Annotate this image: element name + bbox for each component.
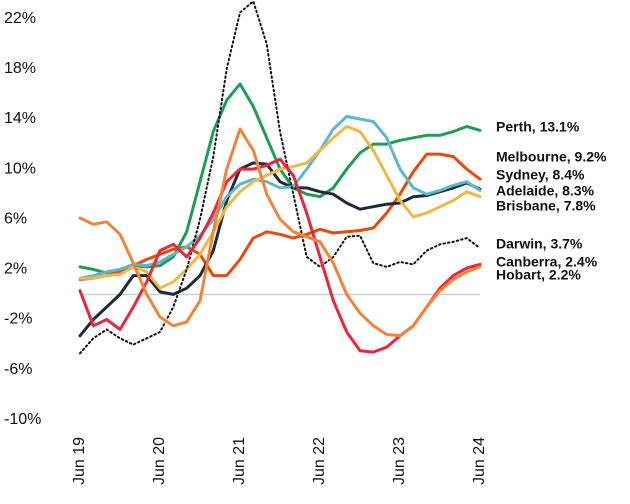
series-line [79, 0, 481, 355]
y-tick-label: -6% [4, 361, 32, 378]
x-tick-label: Jun 23 [391, 437, 408, 485]
x-tick-label: Jun 20 [151, 437, 168, 485]
series-line [78, 115, 482, 280]
series-line [78, 125, 482, 290]
y-tick-label: -10% [4, 411, 41, 428]
end-label: Sydney, 8.4% [496, 167, 585, 183]
end-label: Melbourne, 9.2% [496, 149, 607, 165]
series-line [78, 152, 482, 281]
y-tick-label: 18% [4, 60, 36, 77]
y-tick-label: 10% [4, 160, 36, 177]
x-tick-label: Jun 24 [471, 437, 488, 485]
y-tick-label: 6% [4, 210, 27, 227]
x-tick-label: Jun 19 [71, 437, 88, 485]
series-line [78, 127, 482, 338]
y-tick-label: -2% [4, 311, 32, 328]
end-label: Adelaide, 8.3% [496, 183, 595, 199]
end-label: Darwin, 3.7% [496, 236, 583, 252]
series-line [78, 161, 482, 338]
end-label: Hobart, 2.2% [496, 267, 581, 283]
end-label: Perth, 13.1% [496, 119, 580, 135]
x-tick-label: Jun 22 [311, 437, 328, 485]
end-label: Canberra, 2.4% [496, 254, 598, 270]
y-tick-label: 14% [4, 110, 36, 127]
end-label: Brisbane, 7.8% [496, 198, 596, 214]
y-tick-label: 2% [4, 261, 27, 278]
x-tick-label: Jun 21 [231, 437, 248, 485]
series-line [78, 82, 482, 275]
y-tick-label: 22% [4, 10, 36, 27]
